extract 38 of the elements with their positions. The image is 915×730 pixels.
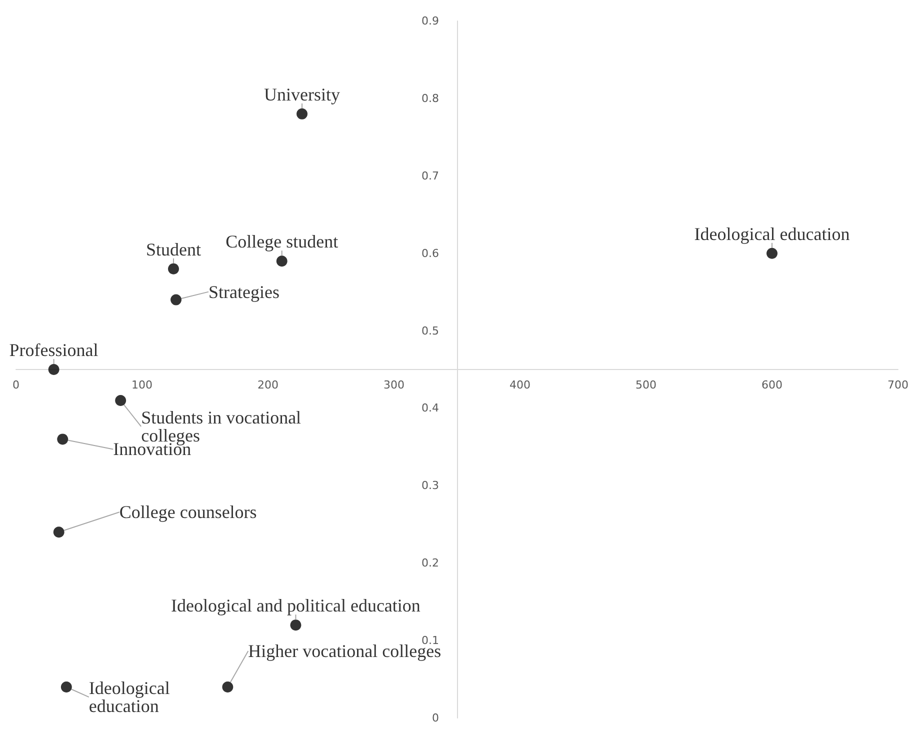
- y-tick-label: 0.6: [422, 246, 439, 260]
- x-tick-label: 0: [12, 378, 20, 392]
- x-tick-label: 200: [258, 378, 278, 392]
- x-tick-label: 600: [762, 378, 782, 392]
- point: [60, 682, 72, 693]
- point: [170, 294, 182, 306]
- data-label: Ideological education: [694, 224, 850, 244]
- y-tick-label: 0.7: [422, 169, 439, 182]
- point: [57, 434, 68, 445]
- data-label: College student: [226, 232, 338, 252]
- y-tick-label: 0.9: [422, 14, 439, 28]
- y-tick-label: 0.4: [422, 402, 439, 415]
- y-tick-label: 0.8: [422, 92, 439, 105]
- data-label: Professional: [9, 340, 98, 360]
- point: [168, 263, 179, 274]
- x-tick-label: 500: [636, 378, 656, 392]
- data-label: University: [264, 84, 340, 104]
- data-label: Student: [146, 239, 202, 260]
- data-label: College counselors: [119, 502, 257, 522]
- point: [290, 620, 302, 631]
- y-tick-label: 0.5: [422, 324, 439, 338]
- data-label: Ideological education: [88, 678, 174, 716]
- point: [296, 108, 308, 120]
- point: [222, 682, 234, 693]
- x-tick-label: 400: [510, 378, 530, 392]
- y-tick-label: 0.3: [422, 479, 439, 492]
- point: [766, 248, 778, 259]
- x-tick-label: 300: [384, 378, 404, 392]
- y-tick-label: 0.2: [422, 556, 439, 570]
- point: [115, 394, 126, 406]
- data-label: Ideological and political education: [171, 596, 420, 616]
- point: [276, 256, 288, 267]
- point: [48, 364, 60, 375]
- data-label: Strategies: [208, 282, 280, 302]
- point: [53, 526, 64, 538]
- x-tick-label: 700: [888, 378, 908, 392]
- y-tick-label: 0: [432, 712, 439, 724]
- x-tick-label: 100: [132, 378, 152, 392]
